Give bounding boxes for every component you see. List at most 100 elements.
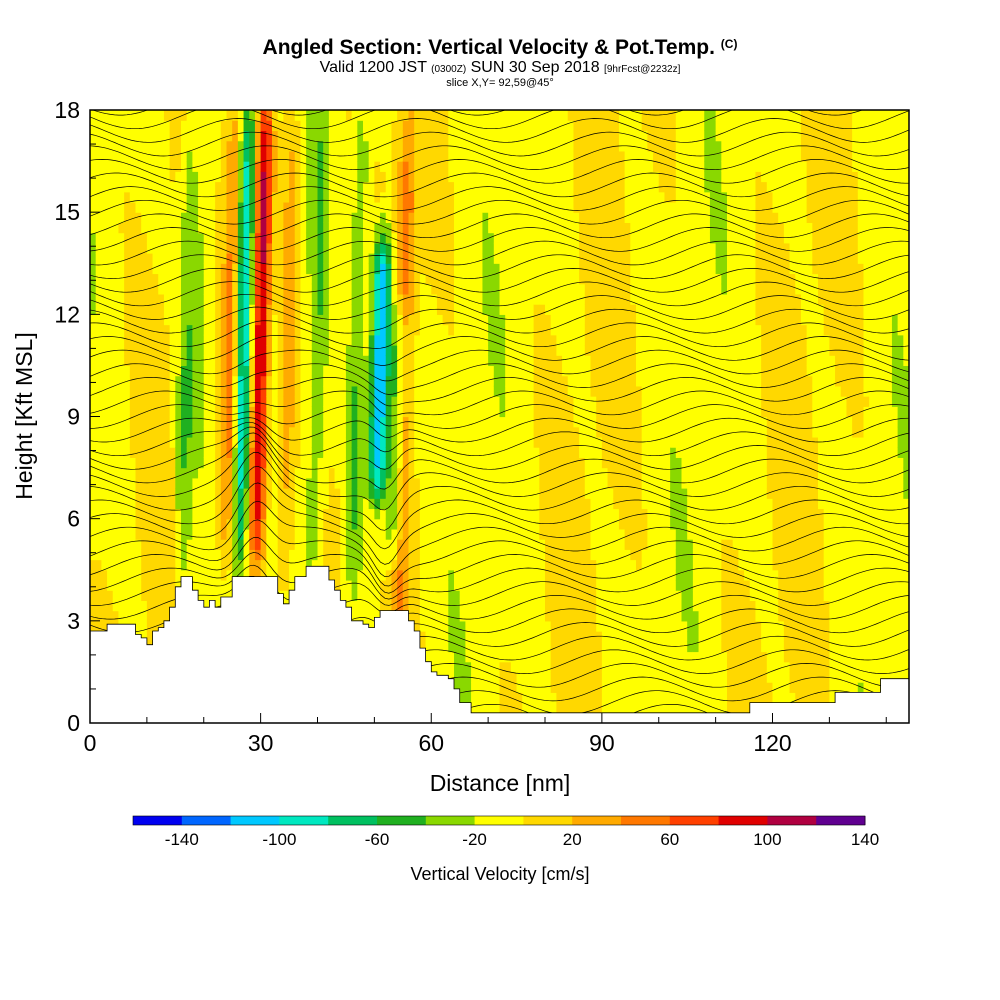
- velocity-cell: [408, 314, 415, 326]
- velocity-cell: [550, 416, 557, 428]
- velocity-cell: [454, 436, 461, 448]
- velocity-cell: [186, 222, 193, 234]
- velocity-cell: [243, 457, 250, 469]
- velocity-cell: [317, 549, 324, 561]
- velocity-cell: [516, 641, 523, 653]
- velocity-cell: [209, 488, 216, 499]
- velocity-cell: [175, 436, 182, 448]
- velocity-cell: [545, 110, 552, 121]
- velocity-cell: [198, 477, 205, 489]
- velocity-cell: [277, 212, 284, 223]
- velocity-cell: [158, 569, 165, 581]
- velocity-cell: [340, 355, 347, 367]
- velocity-cell: [118, 365, 125, 377]
- velocity-cell: [158, 242, 165, 254]
- velocity-cell: [431, 569, 438, 581]
- velocity-cell: [522, 406, 529, 418]
- velocity-cell: [397, 600, 404, 612]
- velocity-cell: [124, 314, 131, 326]
- velocity-cell: [175, 355, 182, 367]
- velocity-cell: [283, 416, 290, 428]
- velocity-cell: [454, 314, 461, 326]
- velocity-cell: [192, 539, 199, 550]
- velocity-cell: [419, 549, 427, 561]
- velocity-cell: [363, 416, 370, 428]
- velocity-cell: [385, 477, 393, 489]
- velocity-cell: [454, 355, 461, 367]
- velocity-cell: [380, 518, 387, 530]
- velocity-cell: [516, 161, 523, 172]
- velocity-cell: [488, 518, 495, 530]
- velocity-cell: [471, 171, 478, 183]
- velocity-cell: [277, 181, 284, 193]
- velocity-cell: [533, 171, 540, 183]
- velocity-cell: [277, 488, 284, 499]
- velocity-cell: [527, 324, 535, 336]
- velocity-cell: [243, 110, 250, 121]
- velocity-cell: [351, 610, 358, 622]
- velocity-cell: [454, 661, 461, 673]
- velocity-cell: [431, 263, 438, 275]
- velocity-cell: [311, 488, 319, 499]
- velocity-cell: [260, 273, 267, 285]
- velocity-cell: [482, 661, 489, 673]
- velocity-cell: [243, 324, 250, 336]
- velocity-cell: [380, 477, 387, 489]
- velocity-cell: [539, 365, 546, 377]
- velocity-cell: [129, 222, 137, 234]
- velocity-cell: [135, 191, 142, 203]
- velocity-cell: [363, 447, 370, 458]
- velocity-cell: [283, 488, 290, 499]
- velocity-cell: [471, 365, 478, 377]
- velocity-cell: [425, 344, 432, 356]
- velocity-cell: [277, 539, 284, 550]
- velocity-cell: [425, 161, 432, 172]
- velocity-cell: [471, 396, 478, 407]
- velocity-cell: [465, 641, 472, 653]
- velocity-cell: [272, 334, 279, 346]
- velocity-cell: [442, 150, 449, 162]
- velocity-cell: [220, 396, 228, 407]
- velocity-cell: [220, 293, 228, 305]
- velocity-cell: [186, 242, 193, 254]
- velocity-cell: [95, 488, 102, 499]
- velocity-cell: [408, 355, 415, 367]
- velocity-cell: [380, 222, 387, 234]
- velocity-cell: [397, 242, 404, 254]
- velocity-cell: [294, 518, 302, 530]
- velocity-cell: [266, 110, 273, 121]
- velocity-cell: [516, 671, 523, 683]
- velocity-cell: [550, 232, 557, 244]
- velocity-cell: [454, 610, 461, 622]
- velocity-cell: [510, 212, 518, 223]
- velocity-cell: [482, 426, 489, 438]
- velocity-cell: [266, 406, 273, 418]
- velocity-cell: [277, 150, 284, 162]
- velocity-cell: [476, 385, 484, 397]
- velocity-cell: [471, 161, 478, 172]
- velocity-cell: [334, 334, 341, 346]
- velocity-cell: [215, 528, 222, 540]
- velocity-cell: [448, 283, 455, 295]
- velocity-cell: [499, 304, 506, 315]
- velocity-cell: [505, 682, 512, 693]
- velocity-cell: [141, 365, 148, 377]
- velocity-cell: [539, 579, 546, 591]
- velocity-cell: [397, 293, 404, 305]
- velocity-cell: [488, 467, 495, 479]
- velocity-cell: [436, 651, 444, 663]
- velocity-cell: [209, 110, 216, 121]
- velocity-cell: [334, 477, 341, 489]
- velocity-cell: [482, 436, 489, 448]
- velocity-cell: [488, 344, 495, 356]
- velocity-cell: [300, 283, 307, 295]
- velocity-cell: [465, 242, 472, 254]
- velocity-cell: [533, 283, 540, 295]
- velocity-cell: [527, 110, 535, 121]
- velocity-cell: [533, 161, 540, 172]
- velocity-cell: [442, 620, 449, 632]
- velocity-cell: [328, 120, 336, 132]
- velocity-cell: [368, 304, 375, 315]
- velocity-cell: [545, 375, 552, 387]
- velocity-cell: [454, 498, 461, 510]
